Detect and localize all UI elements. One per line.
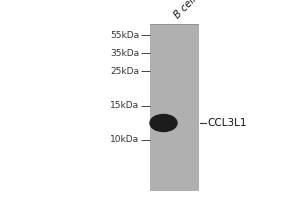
- Bar: [150, 24, 198, 190]
- Text: 15kDa: 15kDa: [110, 102, 140, 110]
- Text: 35kDa: 35kDa: [110, 48, 140, 58]
- Text: B cells: B cells: [172, 0, 202, 20]
- Text: 10kDa: 10kDa: [110, 136, 140, 144]
- Text: 55kDa: 55kDa: [110, 30, 140, 40]
- Ellipse shape: [150, 114, 177, 132]
- Text: CCL3L1: CCL3L1: [207, 118, 247, 128]
- Text: 25kDa: 25kDa: [110, 66, 140, 75]
